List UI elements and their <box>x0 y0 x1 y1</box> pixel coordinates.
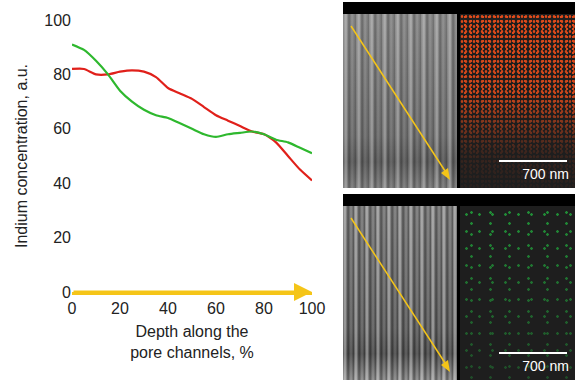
svg-text:60: 60 <box>53 120 71 137</box>
svg-text:0: 0 <box>62 284 71 301</box>
html-text:700 nm: 700 nm <box>522 358 569 374</box>
svg-text:40: 40 <box>159 300 177 317</box>
svg-text:20: 20 <box>53 229 71 246</box>
html-text:700 nm: 700 nm <box>522 166 569 182</box>
svg-text:Depth along thepore channels,: Depth along thepore channels, % <box>130 323 254 361</box>
svg-text:20: 20 <box>111 300 129 317</box>
svg-text:80: 80 <box>53 66 71 83</box>
svg-text:60: 60 <box>207 300 225 317</box>
svg-text:100: 100 <box>44 12 71 29</box>
svg-text:40: 40 <box>53 175 71 192</box>
svg-text:Indium concentration, a.u.: Indium concentration, a.u. <box>13 64 30 248</box>
svg-text:0: 0 <box>68 300 77 317</box>
svg-text:80: 80 <box>255 300 273 317</box>
svg-text:100: 100 <box>299 300 326 317</box>
